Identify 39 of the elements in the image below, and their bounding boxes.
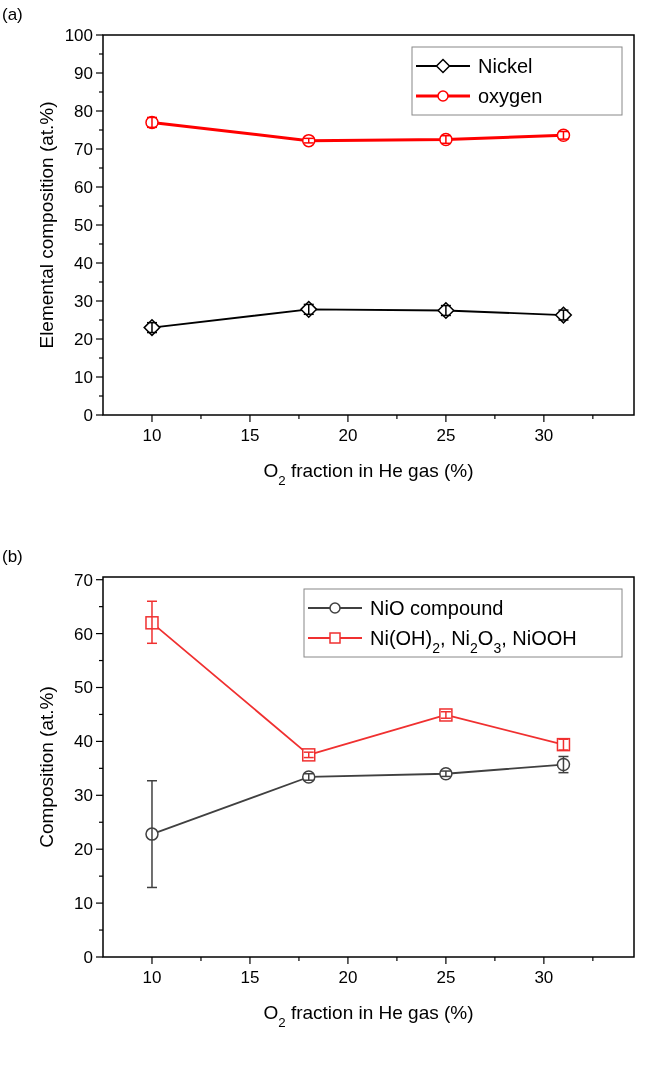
y-tick-label: 0 — [83, 406, 93, 425]
y-axis-title: Composition (at.%) — [36, 686, 57, 848]
legend-label: NiO compound — [370, 597, 504, 619]
x-tick-label: 15 — [240, 968, 260, 987]
y-tick-label: 90 — [74, 64, 93, 83]
y-tick-label: 30 — [74, 786, 93, 806]
x-tick-label: 20 — [338, 968, 358, 987]
y-tick-label: 60 — [74, 178, 93, 197]
x-tick-label: 30 — [534, 968, 554, 987]
y-tick-label: 30 — [74, 292, 93, 311]
y-tick-label: 50 — [74, 678, 93, 698]
legend-label: Ni(OH)$_{2}$, Ni$_{2}$O$_{3}$, NiOOH — [370, 627, 577, 656]
y-tick-label: 20 — [74, 840, 93, 860]
y-axis-title: Elemental composition (at.%) — [36, 101, 57, 349]
y-tick-label: 50 — [74, 216, 93, 235]
x-tick-label: 10 — [142, 968, 162, 987]
y-tick-label: 20 — [74, 330, 93, 349]
x-tick-label: 15 — [240, 426, 260, 445]
text: (b) — [2, 547, 23, 566]
x-tick-label: 25 — [436, 968, 456, 987]
y-tick-label: 40 — [74, 254, 93, 273]
x-tick-label: 25 — [436, 426, 456, 445]
x-tick-label: 10 — [142, 426, 162, 445]
x-tick-label: 30 — [534, 426, 554, 445]
x-axis-title: O$_{2}$ fraction in He gas (%) — [263, 460, 474, 488]
legend-label: oxygen — [478, 85, 543, 107]
x-tick-label: 20 — [338, 426, 358, 445]
y-tick-label: 10 — [74, 894, 93, 914]
x-axis-title: O$_{2}$ fraction in He gas (%) — [263, 1002, 474, 1030]
y-tick-label: 10 — [74, 368, 93, 387]
y-tick-label: 80 — [74, 102, 93, 121]
legend-label: Nickel — [478, 55, 533, 77]
y-tick-label: 60 — [74, 624, 93, 644]
y-tick-label: 40 — [74, 732, 93, 752]
text: (a) — [2, 5, 23, 24]
y-tick-label: 70 — [74, 570, 93, 590]
y-tick-label: 100 — [64, 26, 93, 45]
y-tick-label: 0 — [83, 948, 93, 967]
y-tick-label: 70 — [74, 140, 93, 159]
